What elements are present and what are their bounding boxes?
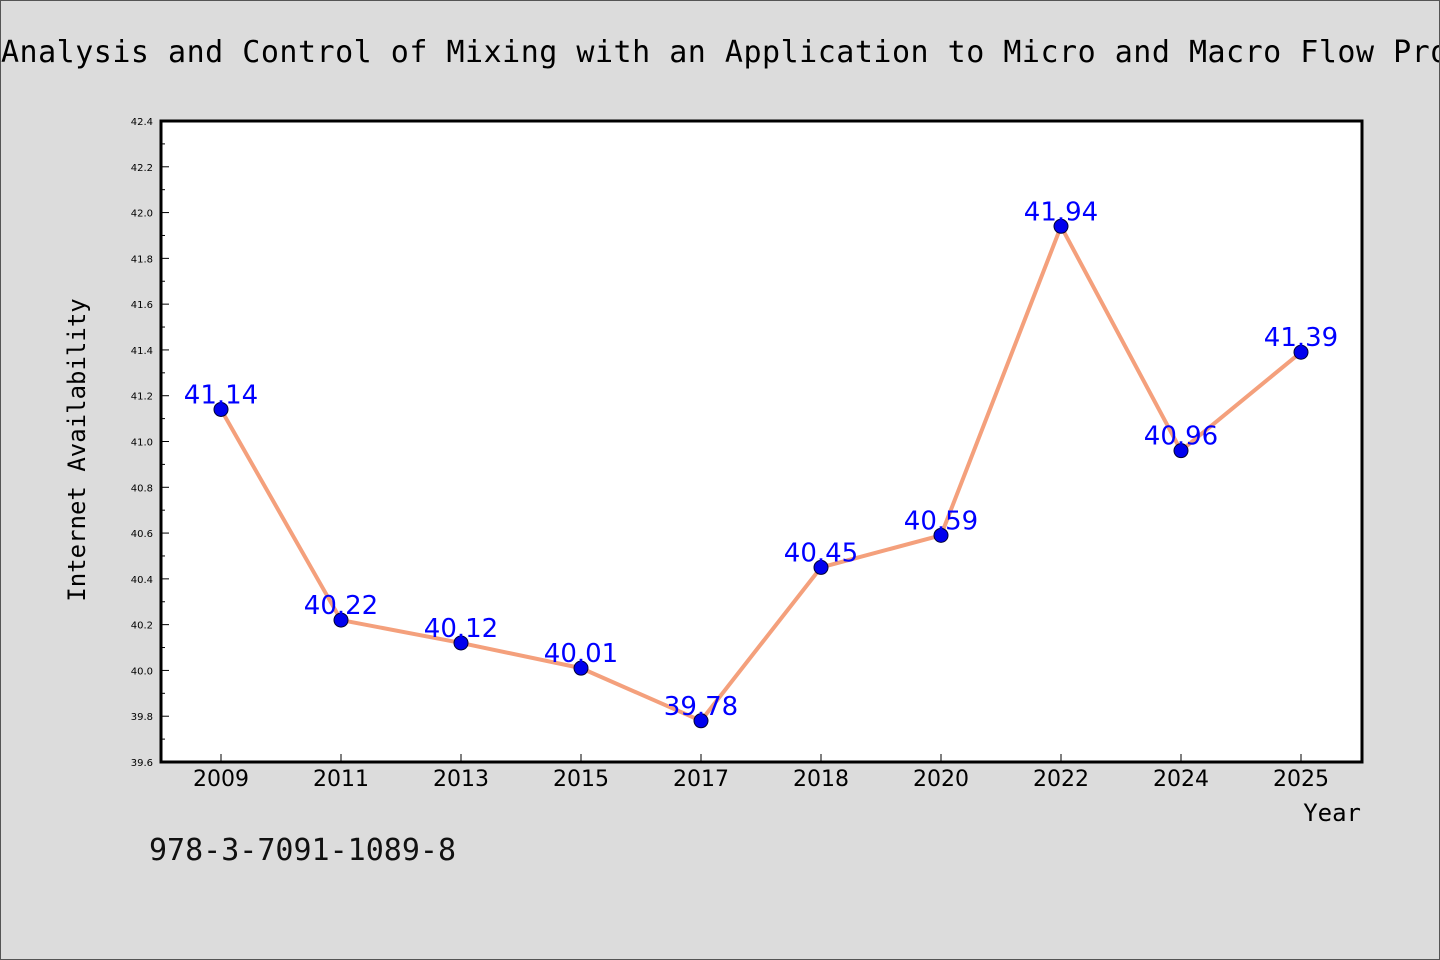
y-tick-label: 41.0 [131, 438, 153, 449]
y-tick-label: 39.8 [131, 712, 153, 723]
x-tick-label: 2015 [553, 767, 609, 792]
plot-area [159, 119, 1364, 764]
x-axis: 2009 2011 2013 2015 2017 2018 2020 2022 2024 2025 [193, 754, 1329, 792]
y-axis: 39.6 39.8 40.0 40.2 40.4 40.6 40.8 41.0 41.2 41.4… [131, 117, 169, 769]
data-point [813, 559, 829, 575]
data-label: 40.12 [424, 614, 498, 644]
data-label: 40.22 [304, 591, 378, 621]
chart-title: Analysis and Control of Mixing with an A… [1, 35, 1440, 70]
x-tick-label: 2024 [1153, 767, 1209, 792]
x-tick-label: 2009 [193, 767, 249, 792]
y-tick-label: 42.4 [131, 117, 153, 128]
x-tick-label: 2017 [673, 767, 729, 792]
series-group: 41.14 40.22 40.12 40.01 39.78 40.45 40.59 41.94… [184, 197, 1338, 729]
y-tick-label: 40.2 [131, 621, 153, 632]
data-point [1173, 443, 1189, 459]
data-label: 41.39 [1264, 323, 1338, 353]
data-point [453, 635, 469, 651]
data-point [1053, 218, 1069, 234]
data-point [1293, 344, 1309, 360]
y-tick-label: 41.6 [131, 300, 153, 311]
data-point [693, 713, 709, 729]
data-label: 40.96 [1144, 422, 1218, 452]
x-tick-label: 2020 [913, 767, 969, 792]
y-tick-label: 40.0 [131, 666, 153, 677]
data-label: 41.94 [1024, 197, 1098, 227]
y-tick-label: 42.0 [131, 209, 153, 220]
isbn-text: 978-3-7091-1089-8 [149, 833, 457, 868]
x-tick-label: 2018 [793, 767, 849, 792]
y-tick-label: 41.8 [131, 254, 153, 265]
x-tick-label: 2025 [1273, 767, 1329, 792]
data-point [333, 612, 349, 628]
data-point [213, 401, 229, 417]
x-tick-label: 2011 [313, 767, 369, 792]
data-label: 39.78 [664, 692, 738, 722]
y-tick-label: 42.2 [131, 163, 153, 174]
y-tick-label: 40.8 [131, 483, 153, 494]
data-label: 40.01 [544, 639, 618, 669]
y-axis-label: Internet Availability [63, 298, 91, 601]
y-tick-label: 40.4 [131, 575, 153, 586]
y-tick-label: 41.2 [131, 392, 153, 403]
data-point [573, 660, 589, 676]
y-tick-label: 41.4 [131, 346, 153, 357]
series-line [219, 224, 1303, 723]
y-tick-label: 40.6 [131, 529, 153, 540]
y-tick-label: 39.6 [131, 758, 153, 769]
data-point [933, 527, 949, 543]
x-tick-label: 2022 [1033, 767, 1089, 792]
data-label: 40.45 [784, 538, 858, 568]
data-label: 40.59 [904, 506, 978, 536]
x-tick-label: 2013 [433, 767, 489, 792]
data-label: 41.14 [184, 380, 258, 410]
x-axis-label: Year [1303, 799, 1361, 827]
